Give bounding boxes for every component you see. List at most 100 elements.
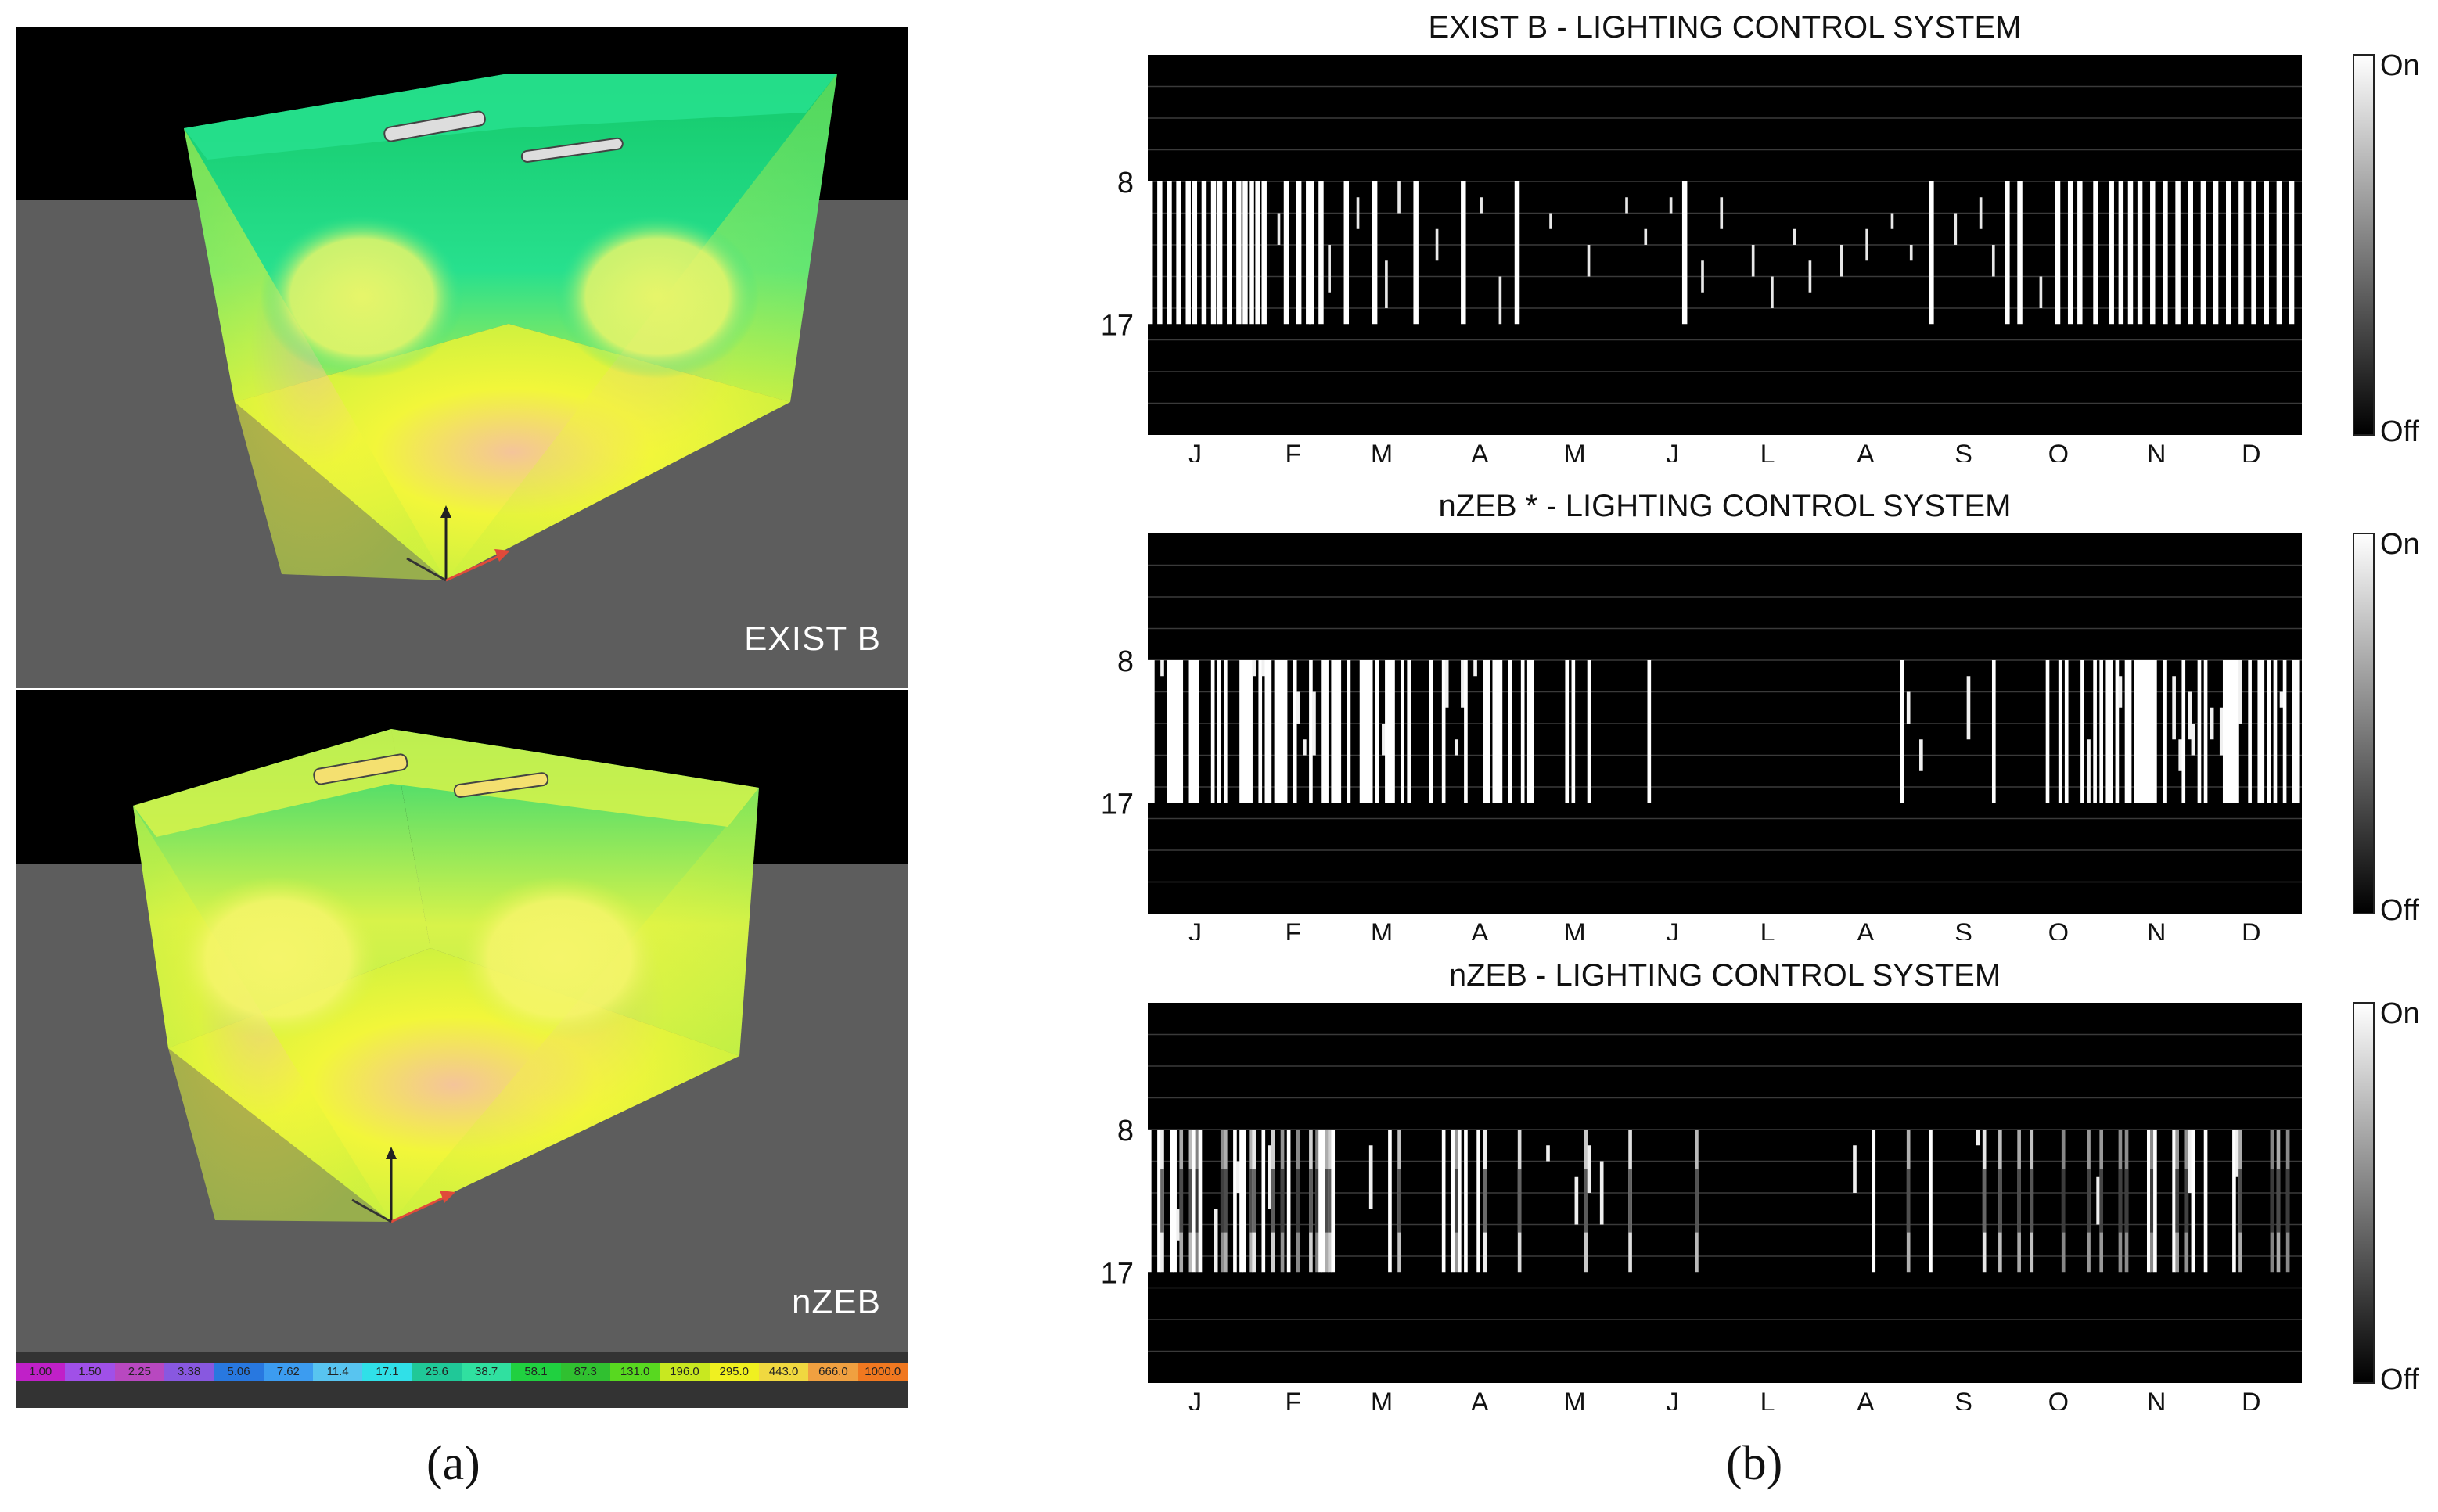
y-tick-label: 17: [1101, 1257, 1134, 1290]
dimmed-day-core: [1998, 1169, 2002, 1233]
on-day-bar: [1401, 660, 1404, 803]
on-segment: [2191, 724, 2195, 756]
on-segment: [2096, 1176, 2100, 1225]
on-day-bar: [1261, 1130, 1266, 1273]
on-segment: [1480, 197, 1483, 214]
on-day-bar: [1185, 181, 1191, 325]
on-day-bar: [1647, 660, 1652, 803]
exist-b-render: EXIST B: [16, 27, 908, 688]
legend-value: 1.00: [16, 1363, 66, 1381]
x-month-label: M: [1371, 1388, 1393, 1410]
y-tick-label: 17: [1101, 309, 1134, 342]
on-segment: [1771, 276, 1774, 308]
render-label-nzeb: nZEB: [791, 1283, 881, 1321]
on-segment: [1644, 228, 1648, 245]
legend-value: 38.7: [461, 1363, 512, 1381]
on-day-bar: [1210, 660, 1215, 803]
x-month-label: M: [1563, 1388, 1585, 1410]
on-day-bar: [1343, 181, 1350, 325]
on-day-bar: [1388, 660, 1392, 803]
x-month-label: S: [1954, 918, 1972, 940]
on-segment: [1303, 739, 1307, 756]
legend-scale: 1.00 1.50 2.25 3.38 5.06 7.62 11.4 17.1 25.6 38.7…: [16, 1363, 908, 1381]
on-day-bar: [1274, 660, 1278, 803]
on-segment: [1865, 228, 1868, 261]
on-segment: [1268, 1145, 1272, 1209]
on-day-bar: [1483, 660, 1487, 803]
luminaire-left: [313, 753, 408, 785]
on-day-bar: [2257, 660, 2262, 803]
on-day-bar: [2264, 181, 2269, 325]
on-day-bar: [1331, 660, 1336, 803]
legend-value: 131.0: [610, 1363, 660, 1381]
x-month-label: D: [2242, 918, 2261, 940]
on-day-bar: [1233, 1130, 1237, 1273]
on-day-bar: [2232, 660, 2236, 803]
on-day-bar: [1283, 660, 1288, 803]
on-segment: [2118, 676, 2123, 708]
on-day-bar: [1255, 181, 1260, 325]
on-segment: [1966, 676, 1971, 740]
legend-value: 1.50: [65, 1363, 115, 1381]
on-day-bar: [1929, 1130, 1933, 1273]
on-segment: [1909, 245, 1913, 261]
dimmed-day-core: [1328, 1169, 1332, 1233]
lighting-chart-nzeb-star: nZEB * - LIGHTING CONTROL SYSTEM 8 17 J F M A M…: [1080, 479, 2438, 940]
on-segment: [1473, 660, 1477, 677]
on-day-bar: [2143, 660, 2148, 803]
on-day-bar: [1458, 1130, 1462, 1273]
on-segment: [1461, 660, 1465, 708]
on-day-bar: [1464, 1130, 1468, 1273]
x-month-label: O: [2048, 918, 2069, 940]
y-tick-label: 8: [1117, 167, 1134, 199]
ceiling: [133, 729, 759, 837]
on-day-bar: [2213, 181, 2219, 325]
panel-b: EXIST B - LIGHTING CONTROL SYSTEM 8 17 J F M A…: [1080, 0, 2438, 1410]
on-day-bar: [1362, 660, 1367, 803]
colorbar-on-label: On: [2380, 528, 2420, 561]
on-segment: [1214, 1209, 1218, 1273]
on-segment: [1277, 213, 1281, 245]
x-month-label: N: [2147, 440, 2167, 462]
legend-value: 295.0: [709, 1363, 759, 1381]
lighting-chart-nzeb: nZEB - LIGHTING CONTROL SYSTEM 8 17 J F M A M J L…: [1080, 948, 2438, 1410]
on-day-bar: [1587, 660, 1591, 803]
on-day-bar: [2067, 181, 2073, 325]
on-day-bar: [1492, 660, 1497, 803]
dimmed-day-core: [1195, 1169, 1199, 1233]
on-day-bar: [2232, 1130, 2236, 1273]
on-day-bar: [2146, 660, 2151, 803]
on-day-bar: [1227, 181, 1232, 325]
dimmed-day-core: [2238, 1169, 2242, 1233]
on-segment: [2210, 707, 2214, 740]
on-day-bar: [2175, 181, 2181, 325]
on-day-bar: [2229, 660, 2233, 803]
on-segment: [1368, 1145, 1373, 1209]
on-segment: [1546, 1145, 1550, 1162]
legend-value: 87.3: [560, 1363, 610, 1381]
on-day-bar: [2080, 660, 2084, 803]
dimmed-day-core: [1252, 1169, 1256, 1233]
x-month-label: M: [1563, 440, 1585, 462]
on-day-bar: [2188, 181, 2193, 325]
on-day-bar: [1520, 660, 1525, 803]
dimmed-day-core: [1584, 1169, 1588, 1233]
x-month-label: J: [1666, 440, 1679, 462]
on-day-bar: [2150, 660, 2154, 803]
wall-light-spot-right: [458, 876, 661, 1040]
on-segment: [1625, 197, 1628, 214]
on-day-bar: [1325, 660, 1329, 803]
on-segment: [1976, 1130, 1980, 1146]
on-day-bar: [2140, 660, 2145, 803]
on-day-bar: [2134, 660, 2138, 803]
y-tick-label: 8: [1117, 1115, 1134, 1147]
on-day-bar: [2203, 1130, 2208, 1273]
on-day-bar: [1188, 660, 1193, 803]
on-day-bar: [1530, 660, 1534, 803]
on-segment: [2188, 691, 2192, 740]
on-segment: [1991, 245, 1995, 277]
dimmed-day-core: [1483, 1169, 1487, 1233]
colorbar-off-label: Off: [2380, 894, 2419, 927]
on-day-bar: [2200, 181, 2206, 325]
on-day-bar: [1198, 1130, 1203, 1273]
